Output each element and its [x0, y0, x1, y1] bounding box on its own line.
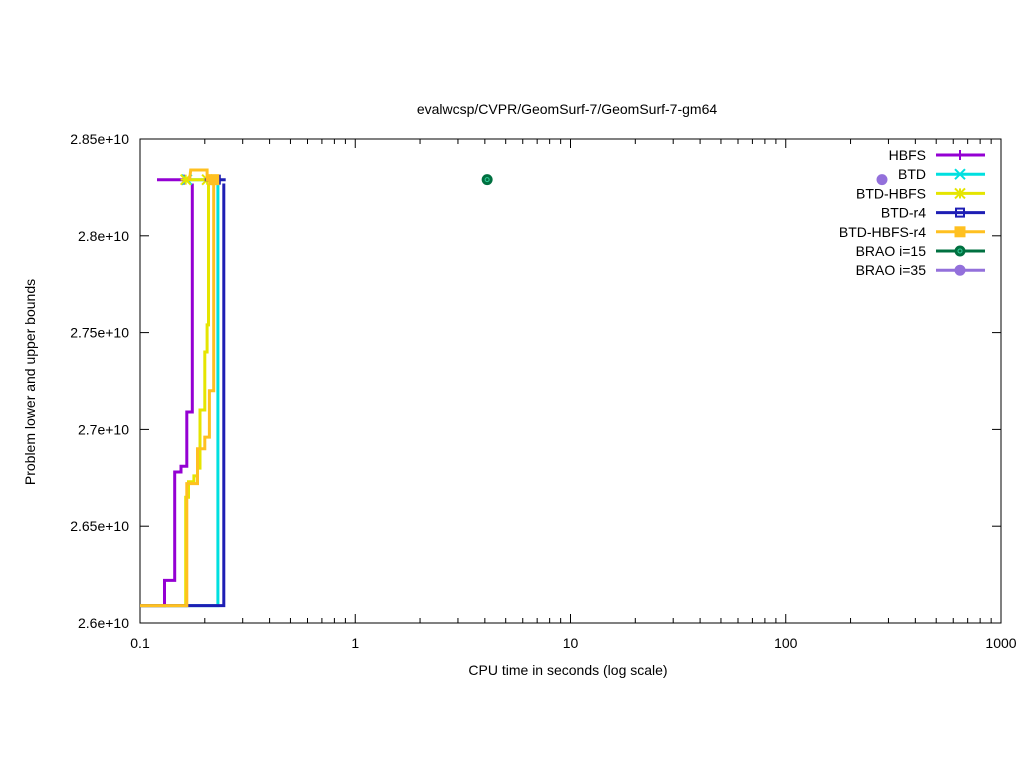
legend-label: HBFS: [889, 147, 926, 163]
x-tick-label: 100: [774, 635, 798, 651]
legend-label: BTD-r4: [881, 205, 926, 221]
series-brao-i-35-point: [876, 174, 888, 186]
x-axis-label: CPU time in seconds (log scale): [468, 662, 667, 678]
x-tick-label: 10: [563, 635, 579, 651]
legend-marker: [955, 207, 965, 218]
legend-label: BTD: [898, 166, 926, 182]
series-layer: [140, 168, 888, 608]
legend-marker: [954, 168, 966, 180]
legend-item-btd-hbfs: BTD-HBFS: [856, 185, 985, 201]
plot-area: [139, 138, 1002, 624]
legend-label: BRAO i=15: [856, 243, 927, 259]
legend-label: BTD-HBFS: [856, 185, 926, 201]
legend-item-btd-hbfs-r4: BTD-HBFS-r4: [839, 224, 985, 240]
legend-item-hbfs: HBFS: [889, 147, 985, 163]
legend-marker: [954, 245, 966, 257]
series-brao-i-15-point: [481, 174, 493, 186]
legend-item-brao-i-15: BRAO i=15: [856, 243, 985, 259]
legend-item-btd-r4: BTD-r4: [881, 205, 985, 221]
legend-label: BRAO i=35: [856, 262, 927, 278]
x-tick-label: 1: [351, 635, 359, 651]
x-tick-label: 1000: [985, 635, 1016, 651]
plot-frame: [139, 138, 1002, 624]
y-axis-label: Problem lower and upper bounds: [22, 279, 38, 485]
y-tick-label: 2.7e+10: [78, 421, 129, 437]
series-brao-i-15: [481, 174, 493, 186]
y-tick-label: 2.85e+10: [70, 131, 129, 147]
y-tick-label: 2.65e+10: [70, 518, 129, 534]
x-tick-label: 0.1: [130, 635, 150, 651]
series-btd-hbfs-r4: [140, 168, 220, 608]
legend: HBFS BTD BTD-HBFS BTD-r4 BTD-HBFS-r4 BRAO i=1…: [839, 147, 985, 278]
series-hbfs-lower-line: [140, 183, 194, 608]
series-btd-hbfs-r4-lower-line: [140, 183, 216, 608]
chart-title: evalwcsp/CVPR/GeomSurf-7/GeomSurf-7-gm64: [417, 101, 718, 117]
series-btd-hbfs-r4-point: [208, 174, 220, 186]
legend-marker: [954, 226, 966, 238]
y-tick-label: 2.75e+10: [70, 325, 129, 341]
series-brao-i-35: [876, 174, 888, 186]
legend-label: BTD-HBFS-r4: [839, 224, 926, 240]
series-btd-hbfs: [140, 173, 214, 608]
y-axis: 2.6e+10 2.65e+10 2.7e+10 2.75e+10 2.8e+10 2.8…: [70, 131, 1001, 631]
x-axis: 0.1 1 10 100 1000: [130, 139, 1017, 651]
legend-item-btd: BTD: [898, 166, 985, 182]
legend-marker: [954, 187, 966, 200]
y-tick-label: 2.6e+10: [78, 615, 129, 631]
legend-marker: [954, 264, 966, 276]
y-tick-label: 2.8e+10: [78, 228, 129, 244]
legend-item-brao-i-35: BRAO i=35: [856, 262, 985, 278]
series-btd-r4-lower-line: [140, 183, 226, 608]
legend-marker: [955, 150, 965, 160]
